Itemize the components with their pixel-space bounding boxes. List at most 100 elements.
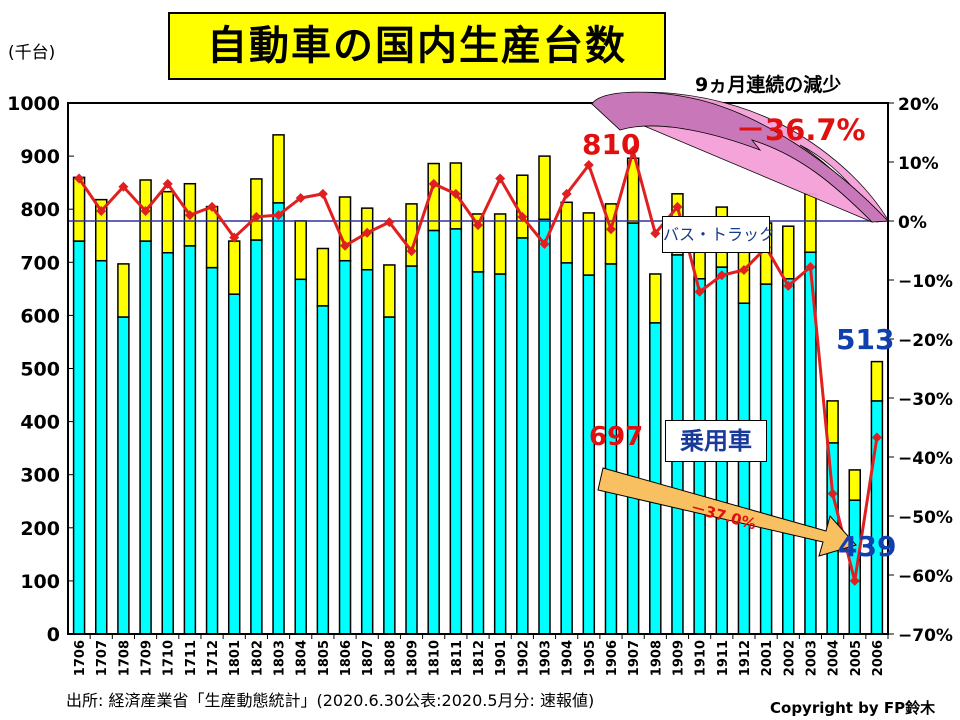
x-tick-label: 1804 xyxy=(295,640,310,676)
y-axis-unit: (千台) xyxy=(8,43,56,63)
bar-car xyxy=(471,271,485,635)
bar-car xyxy=(161,251,174,635)
change-point xyxy=(517,211,528,222)
bars-group xyxy=(72,134,884,635)
change-point xyxy=(827,488,838,499)
source-note: 出所: 経済産業省「生産動態統計」(2020.6.30公表:2020.5月分: … xyxy=(66,691,595,710)
bar-car xyxy=(538,218,551,635)
bar-truck xyxy=(294,220,307,281)
y-tick-label: 800 xyxy=(20,199,60,221)
latest-total-label: 513 xyxy=(836,323,895,356)
change-point xyxy=(561,188,572,199)
bar-car xyxy=(139,240,152,635)
change-point xyxy=(628,145,639,156)
bar-car xyxy=(649,322,662,635)
bar-car xyxy=(493,273,507,635)
y2-tick-label: −40% xyxy=(898,449,953,469)
bar-truck xyxy=(227,240,241,295)
x-tick-label: 2005 xyxy=(849,640,864,676)
x-tick-label: 1911 xyxy=(716,640,731,676)
x-tick-label: 1712 xyxy=(206,640,221,676)
axes-group: 1706 1707 1708 1709 1710 1711 1712 1801 1802 1803… xyxy=(7,93,953,676)
bar-truck xyxy=(338,196,352,262)
change-point xyxy=(317,188,328,199)
change-point xyxy=(362,227,373,238)
x-tick-label: 1801 xyxy=(228,640,243,676)
bar-truck xyxy=(804,193,817,253)
copyright: Copyright by FP鈴木 xyxy=(770,699,936,717)
y2-tick-label: 0% xyxy=(898,213,927,233)
x-tick-label: 1707 xyxy=(95,640,110,676)
x-tick-label: 1904 xyxy=(561,640,576,676)
x-tick-label: 1805 xyxy=(317,640,332,676)
change-point xyxy=(716,270,727,281)
bar-car xyxy=(449,228,463,635)
change-point xyxy=(583,159,594,170)
change-point xyxy=(229,232,240,243)
peak-car-label: 697 xyxy=(589,422,644,452)
change-point xyxy=(428,178,439,189)
legend-car: 乗用車 xyxy=(665,420,767,462)
change-point xyxy=(74,173,85,184)
bar-truck xyxy=(72,176,86,242)
bar-truck xyxy=(250,178,263,241)
x-tick-label: 1806 xyxy=(339,640,354,676)
bar-truck xyxy=(626,157,640,224)
change-point xyxy=(605,224,616,235)
bar-car xyxy=(205,266,219,635)
latest-car-label: 439 xyxy=(838,530,897,563)
total-change-label: －36.7% xyxy=(736,113,866,147)
line-group xyxy=(74,145,882,586)
y2-tick-label: −20% xyxy=(898,331,953,351)
change-point xyxy=(473,220,483,231)
bar-car xyxy=(72,240,86,635)
y2-tick-label: −10% xyxy=(898,272,953,292)
bar-car xyxy=(516,237,529,635)
x-tick-label: 1810 xyxy=(428,640,443,676)
y-tick-label: 400 xyxy=(20,412,60,434)
y2-tick-label: −30% xyxy=(898,390,953,410)
bar-truck xyxy=(493,213,507,275)
y-tick-label: 0 xyxy=(47,624,60,646)
x-tick-label: 1910 xyxy=(694,640,709,676)
bar-truck xyxy=(383,264,396,318)
x-tick-label: 1901 xyxy=(494,640,509,676)
x-tick-label: 1803 xyxy=(273,640,288,676)
y-tick-label: 200 xyxy=(20,518,60,540)
change-point xyxy=(184,210,195,221)
bar-truck xyxy=(826,400,839,444)
bar-truck xyxy=(582,212,596,276)
x-tick-label: 1711 xyxy=(184,640,199,676)
x-tick-label: 1903 xyxy=(538,640,553,676)
streak-annotation: 9ヵ月連続の減少 xyxy=(695,74,842,96)
x-tick-label: 2004 xyxy=(827,640,842,676)
bar-truck xyxy=(870,360,884,402)
change-point xyxy=(140,205,151,216)
change-point xyxy=(805,262,816,273)
y2-tick-label: −50% xyxy=(898,508,953,528)
change-point xyxy=(694,286,705,297)
bar-car xyxy=(94,259,108,635)
y2-tick-label: 20% xyxy=(898,95,939,115)
change-point xyxy=(118,181,129,192)
x-tick-label: 1710 xyxy=(162,640,177,676)
change-point xyxy=(495,173,506,184)
car-decline-arrow xyxy=(597,467,857,557)
peak-total-label: 810 xyxy=(582,128,641,161)
bar-car xyxy=(360,268,374,635)
change-point xyxy=(783,280,794,291)
x-tick-label: 1905 xyxy=(583,640,598,676)
bar-truck xyxy=(161,190,174,254)
change-point xyxy=(340,240,351,251)
x-tick-label: 1807 xyxy=(361,640,376,676)
bar-truck xyxy=(117,263,130,318)
x-tick-label: 1912 xyxy=(738,640,753,676)
change-point xyxy=(738,264,749,275)
x-tick-label: 1908 xyxy=(649,640,664,676)
y-tick-label: 600 xyxy=(20,305,60,327)
y-tick-label: 1000 xyxy=(7,93,60,115)
y-tick-label: 900 xyxy=(20,146,60,168)
bar-car xyxy=(405,265,418,635)
